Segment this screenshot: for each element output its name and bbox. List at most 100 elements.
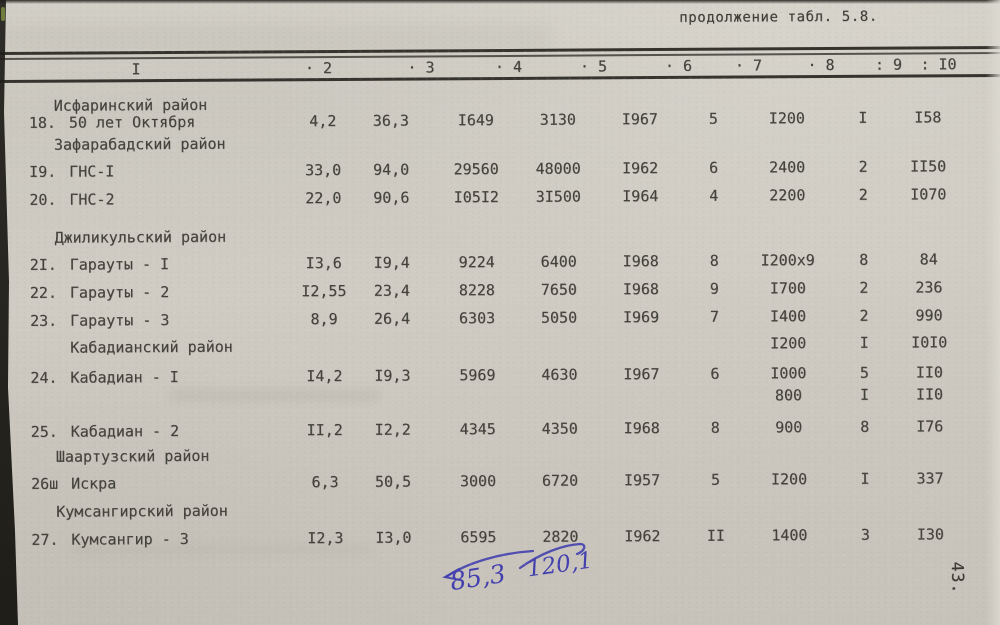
value-cell: 5050 [540,308,578,327]
value-cell [295,389,353,408]
value-cell: I200 [770,334,807,353]
value-cell: 6595 [460,528,497,547]
value-cell: 990 [915,306,943,325]
value-cell [595,387,687,407]
value-cell: I967 [621,110,658,129]
value-cell: I968 [622,280,659,299]
section-label: Шаартузский район [55,446,210,466]
value-cell [523,335,595,354]
column-header: I [131,60,141,79]
value-cell: 6400 [540,252,577,271]
section-row-with-values: Кабадианский район I200 I I0I0 [15,333,979,358]
row-title: Гарауты - 3 [69,311,170,330]
value-cell: I0I0 [911,333,948,352]
row-name: 2I. Гарауты - I [15,254,295,275]
value-cell: 337 [916,469,944,488]
column-header: · 2 [304,59,333,78]
row-title: Искра [70,474,117,493]
value-cell [431,336,523,356]
row-title: Гарауты - 2 [69,283,170,302]
table-row: 27. Кумсангир - 3 I2,3 I3,0 6595 2820 I96… [16,525,980,550]
value-cell: 2200 [769,186,806,205]
value-cell: 236 [915,278,943,297]
value-cell: I2,3 [307,528,344,548]
section-row: Кумсангирский район [16,497,980,522]
column-header: · 5 [579,57,608,76]
row-title: Кумсангир - 3 [71,529,189,549]
value-cell: I649 [457,111,494,130]
row-name: 27. Кумсангир - 3 [16,529,296,550]
row-number: 22. [29,283,58,302]
value-cell: 8,9 [310,309,338,329]
value-cell: 6,3 [311,472,339,492]
value-cell: 3130 [539,110,576,129]
value-cell: 48000 [535,159,581,178]
value-cell: 7650 [540,280,577,299]
value-cell: 800 [774,386,803,405]
column-header: · 6 [664,56,693,75]
section-label: Кабадианский район [70,337,233,357]
value-cell: I05I2 [453,188,499,207]
row-name: 24. Кабадиан - I [15,367,295,388]
value-cell: I2,2 [374,420,411,439]
value-cell: II0 [915,385,944,404]
value-cell: I964 [622,187,659,206]
value-cell: 8 [709,251,719,270]
value-cell: 3 [860,525,870,544]
value-cell: 2 [859,278,869,297]
row-number: 20. [29,190,57,209]
value-cell: 2 [859,306,869,325]
value-cell: 4350 [541,419,578,438]
value-cell: I700 [769,279,806,298]
value-cell: 5 [710,470,721,489]
row-title: Кабадиан - 2 [70,421,180,441]
value-cell: 900 [775,418,803,437]
value-cell: 6303 [458,309,496,328]
value-cell: 1400 [771,526,808,545]
table-row: 2I. Гарауты - I I3,6 I9,4 9224 6400 I968 … [15,250,979,275]
row-title: ГНС-2 [69,190,115,209]
value-cell: I968 [623,419,660,438]
value-cell: 6 [709,158,719,177]
value-cell: I968 [622,252,659,271]
value-cell: 29560 [453,160,499,179]
value-cell: 6 [710,364,720,383]
table-row: 25. Кабадиан - 2 II,2 I2,2 4345 4350 I968… [16,417,980,442]
value-cell: 9224 [458,253,495,272]
value-cell: I957 [623,471,661,490]
value-cell: 22,0 [305,188,342,208]
scan-edge-top [0,0,1000,4]
value-cell: I200x9 [760,251,815,270]
value-cell: 4630 [541,365,578,384]
table-row: 20. ГНС-2 22,0 90,6 I05I2 3I500 I964 4 22… [14,185,978,210]
column-header: : 9 [874,55,903,74]
value-cell: 7 [709,307,720,326]
value-cell [295,337,353,356]
row-title: Кабадиан - I [70,367,179,387]
value-cell: 4 [709,186,719,205]
value-cell: II50 [909,157,947,176]
value-cell: I962 [624,527,661,546]
value-cell [687,387,742,406]
value-cell: II [706,526,725,545]
section-label: Джиликульский район [54,227,227,247]
value-cell: 84 [919,250,938,269]
value-cell: 4,2 [309,111,337,131]
section-row: Джиликульский район [14,223,978,248]
row-name [15,389,295,410]
value-cell: 4345 [459,420,496,439]
value-cell: 5 [859,363,869,382]
value-cell: I967 [623,365,660,384]
column-header: · 4 [494,57,523,77]
value-cell: 33,0 [305,160,342,180]
value-cell: 3000 [459,472,497,491]
value-cell: 90,6 [373,188,410,207]
value-cell [523,387,595,406]
value-cell: I000 [770,364,807,383]
section-row: Шаартузский район [16,442,980,467]
value-cell: I3,6 [305,253,342,273]
value-cell: 2400 [769,158,806,177]
row-number: 2I. [29,255,57,274]
